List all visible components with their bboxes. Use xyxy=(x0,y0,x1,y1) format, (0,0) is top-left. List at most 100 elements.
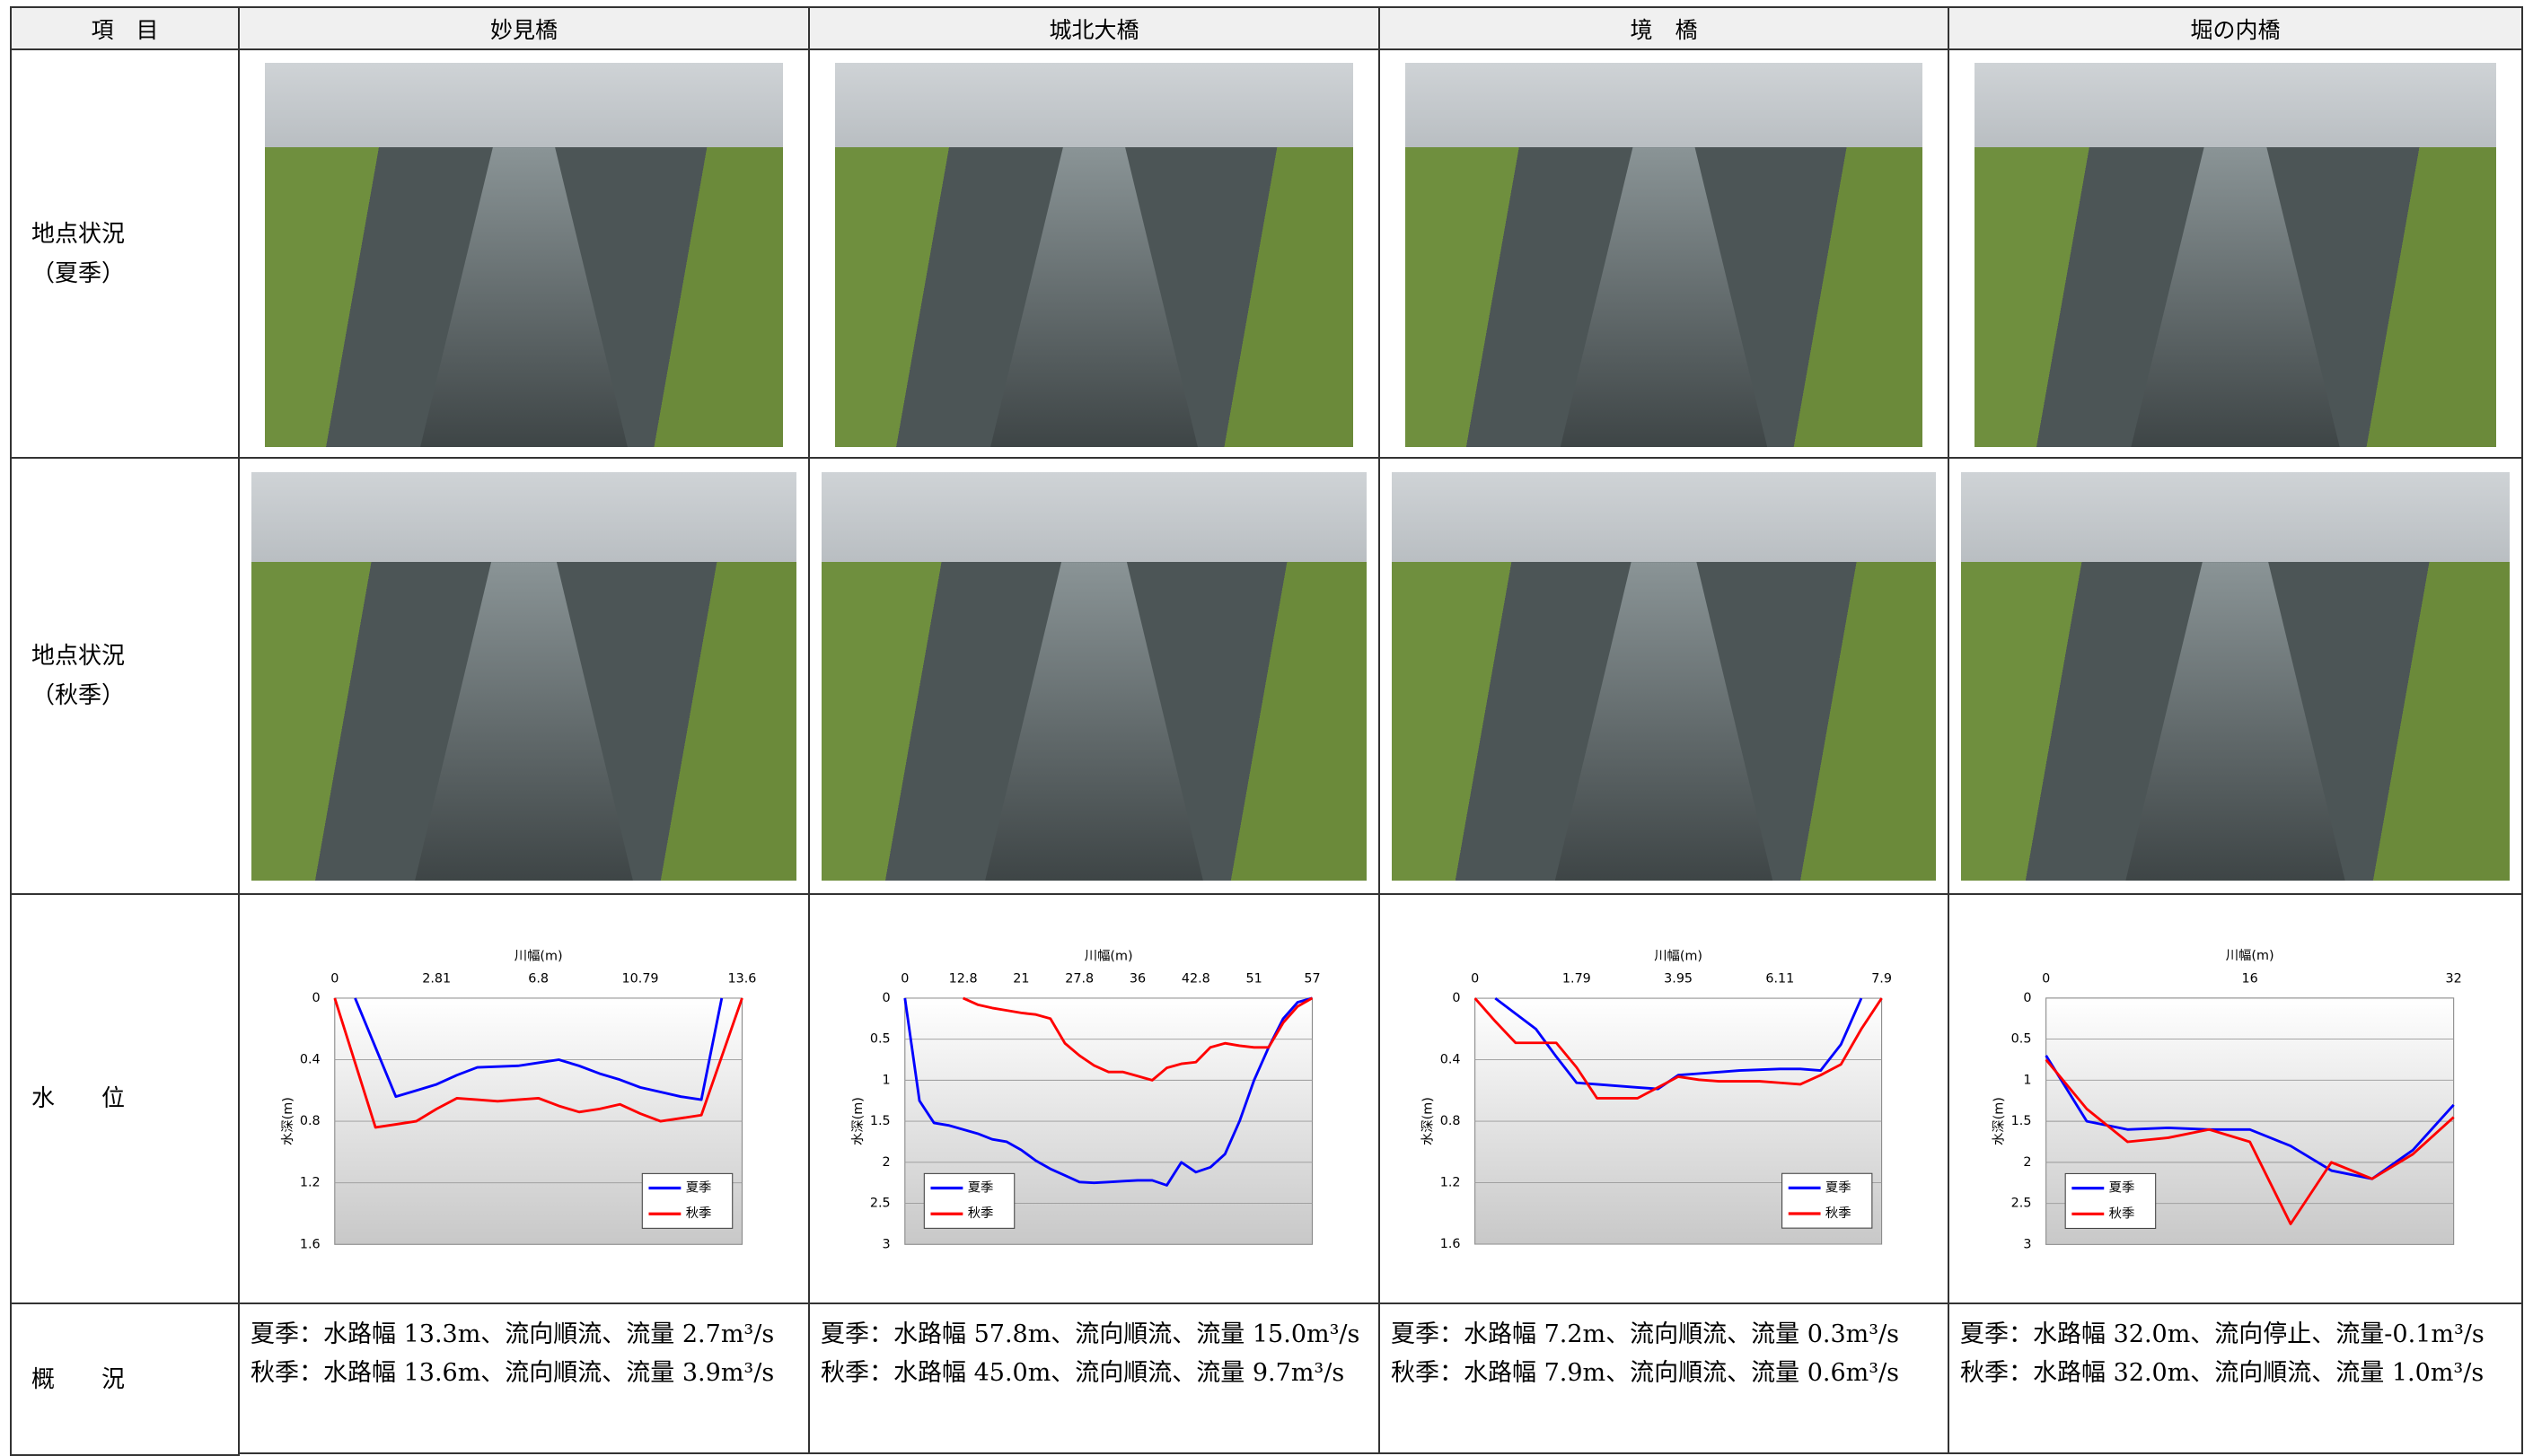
y-axis-title: 水深(m) xyxy=(1992,1097,2007,1145)
row-label: 概 況 xyxy=(10,1303,240,1456)
header-text: 堀の内橋 xyxy=(2190,13,2280,45)
legend-label: 夏季 xyxy=(2109,1180,2135,1196)
summary-line: 夏季：水路幅 57.8m、流向順流、流量 15.0m³/s xyxy=(821,1315,1378,1354)
y-axis-title: 水深(m) xyxy=(1420,1097,1436,1145)
y-tick-label: 0.4 xyxy=(300,1053,321,1067)
y-tick-label: 1.6 xyxy=(1440,1237,1461,1251)
photo xyxy=(835,63,1353,447)
row-label-text: 地点状況 xyxy=(31,215,238,254)
header-text: 妙見橋 xyxy=(490,13,558,45)
x-tick-label: 27.8 xyxy=(1065,971,1094,986)
x-tick-label: 0 xyxy=(330,971,339,986)
y-tick-label: 0 xyxy=(312,991,321,1005)
y-tick-label: 1 xyxy=(883,1073,891,1087)
row-label-text: （秋季） xyxy=(31,676,238,715)
header-cell: 境 橋 xyxy=(1378,6,1949,50)
header-text: 城北大橋 xyxy=(1049,13,1139,45)
x-axis-title: 川幅(m) xyxy=(515,948,563,963)
y-tick-label: 0.4 xyxy=(1440,1053,1461,1067)
x-tick-label: 12.8 xyxy=(949,971,978,986)
summary-line: 秋季：水路幅 32.0m、流向順流、流量 1.0m³/s xyxy=(1960,1354,2521,1392)
photo xyxy=(822,472,1367,881)
photo-cell xyxy=(1948,457,2523,895)
y-tick-label: 0 xyxy=(1452,991,1460,1005)
x-tick-label: 51 xyxy=(1246,971,1262,986)
row-label-text: （夏季） xyxy=(31,254,238,294)
y-tick-label: 0 xyxy=(883,991,891,1005)
x-tick-label: 1.79 xyxy=(1562,972,1591,987)
row-label-text: 水 位 xyxy=(31,1079,238,1118)
row-label-text: 概 況 xyxy=(31,1360,238,1399)
legend-label: 夏季 xyxy=(686,1180,712,1196)
summary-cell: 夏季：水路幅 57.8m、流向順流、流量 15.0m³/s秋季：水路幅 45.0… xyxy=(808,1303,1380,1454)
row-label-text: 地点状況 xyxy=(31,636,238,676)
x-tick-label: 7.9 xyxy=(1871,972,1892,987)
legend-label: 秋季 xyxy=(1825,1206,1851,1221)
summary-line: 秋季：水路幅 7.9m、流向順流、流量 0.6m³/s xyxy=(1391,1354,1948,1392)
y-tick-label: 0.5 xyxy=(870,1032,891,1047)
y-tick-label: 2.5 xyxy=(870,1197,891,1211)
x-tick-label: 2.81 xyxy=(422,971,451,986)
y-tick-label: 3 xyxy=(883,1237,891,1251)
photo-cell xyxy=(238,457,810,895)
photo-cell xyxy=(808,457,1380,895)
photo-cell xyxy=(1378,457,1949,895)
x-tick-label: 0 xyxy=(901,971,909,986)
legend: 夏季秋季 xyxy=(642,1173,732,1228)
header-cell: 堀の内橋 xyxy=(1948,6,2523,50)
x-tick-label: 6.8 xyxy=(528,971,549,986)
y-tick-label: 1.5 xyxy=(870,1114,891,1128)
photo xyxy=(1975,63,2496,447)
x-tick-label: 32 xyxy=(2446,971,2462,986)
y-axis-title: 水深(m) xyxy=(280,1097,295,1145)
legend-label: 夏季 xyxy=(1825,1180,1851,1195)
x-tick-label: 0 xyxy=(1471,972,1479,987)
y-axis-title: 水深(m) xyxy=(850,1097,866,1145)
header-text: 項 目 xyxy=(91,13,158,45)
summary-line: 秋季：水路幅 45.0m、流向順流、流量 9.7m³/s xyxy=(821,1354,1378,1392)
summary-line: 夏季：水路幅 7.2m、流向順流、流量 0.3m³/s xyxy=(1391,1315,1948,1354)
x-tick-label: 3.95 xyxy=(1664,972,1693,987)
summary-line: 夏季：水路幅 32.0m、流向停止、流量-0.1m³/s xyxy=(1960,1315,2521,1354)
y-tick-label: 1.2 xyxy=(1440,1176,1461,1190)
summary-line: 夏季：水路幅 13.3m、流向順流、流量 2.7m³/s xyxy=(251,1315,808,1354)
header-cell: 項 目 xyxy=(10,6,240,50)
photo-cell xyxy=(238,48,810,459)
x-tick-label: 10.79 xyxy=(622,971,659,986)
x-axis-title: 川幅(m) xyxy=(1654,949,1702,964)
x-tick-label: 0 xyxy=(2042,971,2050,986)
row-label: 水 位 xyxy=(10,893,240,1304)
x-tick-label: 21 xyxy=(1013,971,1029,986)
summary-line: 秋季：水路幅 13.6m、流向順流、流量 3.9m³/s xyxy=(251,1354,808,1392)
x-axis-title: 川幅(m) xyxy=(2226,948,2274,963)
photo-cell xyxy=(1378,48,1949,459)
photo xyxy=(1392,472,1936,881)
legend-label: 秋季 xyxy=(2109,1206,2135,1221)
y-tick-label: 2 xyxy=(2023,1155,2031,1170)
photo xyxy=(1405,63,1922,447)
photo xyxy=(251,472,796,881)
legend-label: 夏季 xyxy=(968,1180,994,1196)
y-tick-label: 1 xyxy=(2023,1073,2031,1087)
photo-cell xyxy=(1948,48,2523,459)
chart-cell: 00.40.81.21.601.793.956.117.9川幅(m)水深(m)夏… xyxy=(1378,893,1949,1304)
x-tick-label: 6.11 xyxy=(1765,972,1794,987)
header-cell: 妙見橋 xyxy=(238,6,810,50)
x-tick-label: 13.6 xyxy=(728,971,757,986)
y-tick-label: 0 xyxy=(2023,991,2031,1005)
y-tick-label: 1.2 xyxy=(300,1176,321,1190)
row-label: 地点状況（秋季） xyxy=(10,457,240,895)
x-tick-label: 36 xyxy=(1130,971,1146,986)
y-tick-label: 2 xyxy=(883,1155,891,1170)
legend-label: 秋季 xyxy=(968,1206,994,1221)
